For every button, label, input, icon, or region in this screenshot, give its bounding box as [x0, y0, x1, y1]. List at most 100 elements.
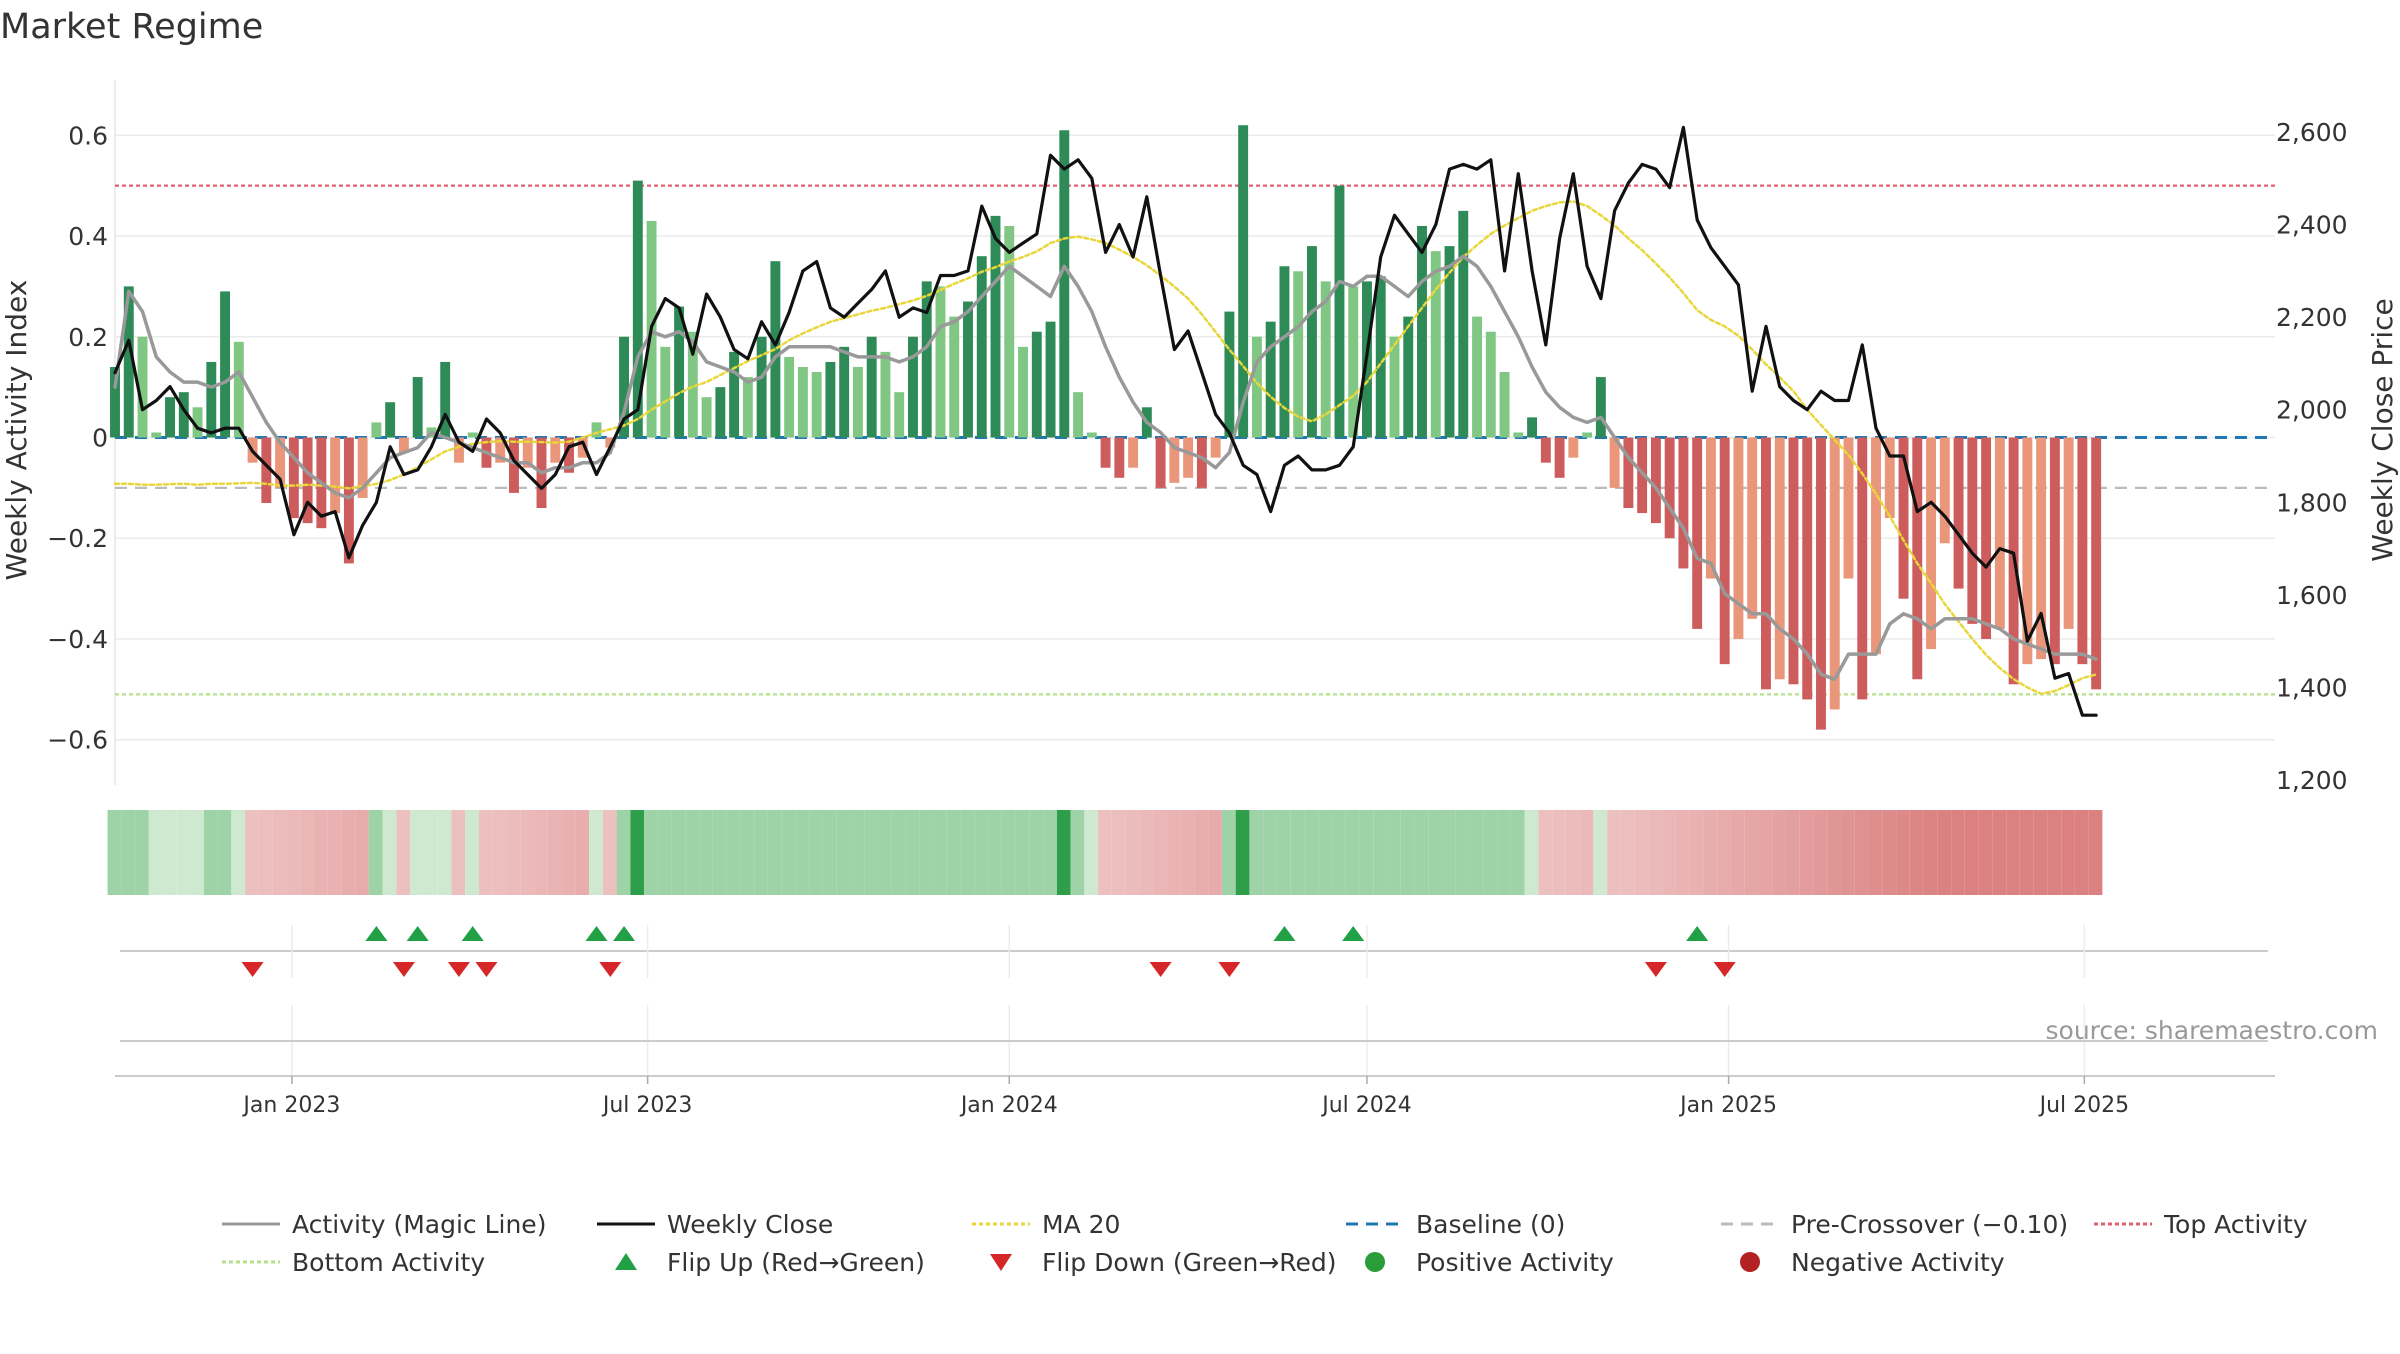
- legend-label: Baseline (0): [1416, 1210, 1565, 1239]
- legend-label: Pre-Crossover (−0.10): [1791, 1210, 2068, 1239]
- y-right-tick-label: 1,200: [2276, 766, 2348, 795]
- flip-up-marker: [365, 926, 388, 941]
- activity-bar: [935, 286, 946, 438]
- activity-bar: [1527, 417, 1538, 438]
- activity-bar: [1871, 437, 1881, 655]
- legend-label: Flip Up (Red→Green): [667, 1248, 925, 1277]
- activity-bar: [2077, 437, 2088, 665]
- axis-ticks-layer: 0.6 0.4 0.2 0 −0.2 −0.4 −0.6 2,600 2,400 2,200 2,0…: [47, 118, 2347, 795]
- regime-cell: [754, 810, 768, 895]
- regime-cell: [1029, 810, 1044, 895]
- regime-cell: [1538, 810, 1553, 895]
- legend-swatch: [1740, 1252, 1760, 1272]
- activity-bar: [1912, 437, 1923, 680]
- regime-cell: [850, 810, 865, 895]
- activity-bar: [1004, 225, 1015, 438]
- regime-cell: [1111, 810, 1126, 895]
- activity-bar: [591, 422, 602, 438]
- regime-cell: [1332, 810, 1346, 895]
- activity-bar: [564, 437, 574, 473]
- activity-bar: [1568, 437, 1579, 458]
- regime-cell: [1992, 810, 2007, 895]
- activity-bar: [137, 336, 148, 438]
- flip-down-marker: [475, 962, 498, 977]
- x-axis: Jan 2023 Jul 2023 Jan 2024 Jul 2024 Jan 2025…: [115, 1005, 2275, 1118]
- regime-cell: [1579, 810, 1594, 895]
- y-left-tick-label: 0.4: [68, 222, 108, 251]
- activity-bar: [1018, 346, 1028, 438]
- activity-bar: [1045, 321, 1056, 438]
- activity-bar: [1472, 316, 1482, 438]
- legend-swatch: [615, 1253, 637, 1270]
- activity-bar: [165, 397, 175, 438]
- regime-cell: [589, 810, 603, 895]
- activity-bar: [1609, 437, 1620, 488]
- regime-cell: [1951, 810, 1965, 895]
- regime-cell: [877, 810, 892, 895]
- regime-cell: [740, 810, 755, 895]
- activity-bar: [151, 432, 162, 438]
- regime-cell: [891, 810, 906, 895]
- activity-bar: [357, 437, 368, 498]
- activity-bar: [495, 437, 506, 463]
- activity-bar: [811, 372, 822, 438]
- activity-bar: [825, 361, 836, 438]
- regime-cell: [520, 810, 534, 895]
- y-left-tick-label: 0.6: [68, 121, 108, 150]
- activity-bar: [1348, 286, 1359, 438]
- activity-bar: [1114, 437, 1125, 478]
- activity-bar: [619, 336, 629, 438]
- activity-bar: [1747, 437, 1758, 619]
- regime-cell: [1689, 810, 1704, 895]
- regime-cell: [148, 810, 163, 895]
- x-tick-label: Jan 2025: [1678, 1093, 1777, 1118]
- regime-cell: [864, 810, 878, 895]
- regime-cell: [1565, 810, 1580, 895]
- regime-cell: [602, 810, 617, 895]
- activity-bar: [302, 437, 313, 524]
- regime-cell: [1896, 810, 1910, 895]
- activity-bar: [2036, 437, 2047, 660]
- regime-cell: [162, 810, 177, 895]
- regime-cell: [836, 810, 851, 895]
- regime-cell: [1153, 810, 1167, 895]
- y-axis-right-label: Weekly Close Price: [2366, 298, 2399, 561]
- activity-bar: [1224, 311, 1235, 438]
- activity-bar: [2022, 437, 2033, 665]
- regime-cell: [1455, 810, 1470, 895]
- regime-cell: [176, 810, 191, 895]
- activity-bar: [440, 361, 451, 438]
- activity-bar: [1265, 321, 1276, 438]
- regime-cell: [1510, 810, 1525, 895]
- regime-cell: [1675, 810, 1690, 895]
- regime-cell: [630, 810, 645, 895]
- activity-bar: [1595, 377, 1606, 438]
- activity-bar: [261, 437, 272, 503]
- activity-bar: [1210, 437, 1221, 458]
- regime-cell: [1249, 810, 1264, 895]
- activity-bar: [371, 422, 382, 438]
- x-tick-label: Jul 2023: [601, 1093, 693, 1118]
- activity-bar: [577, 437, 588, 458]
- regime-cell: [1263, 810, 1277, 895]
- regime-cell: [933, 810, 947, 895]
- regime-cell: [1620, 810, 1635, 895]
- activity-bar: [550, 437, 561, 463]
- regime-cell: [2074, 810, 2089, 895]
- regime-cell: [1359, 810, 1374, 895]
- activity-bar: [660, 346, 671, 438]
- regime-cell: [1552, 810, 1566, 895]
- regime-cell: [644, 810, 658, 895]
- regime-cell: [712, 810, 727, 895]
- legend-swatch: [1365, 1252, 1385, 1272]
- regime-cell: [1841, 810, 1855, 895]
- activity-bar: [1499, 372, 1510, 438]
- activity-bar: [1650, 437, 1661, 524]
- regime-cell: [1827, 810, 1841, 895]
- activity-bar: [467, 432, 478, 438]
- regime-cell: [919, 810, 933, 895]
- activity-bar: [1128, 437, 1139, 468]
- regime-cell: [1964, 810, 1979, 895]
- regime-cell: [437, 810, 452, 895]
